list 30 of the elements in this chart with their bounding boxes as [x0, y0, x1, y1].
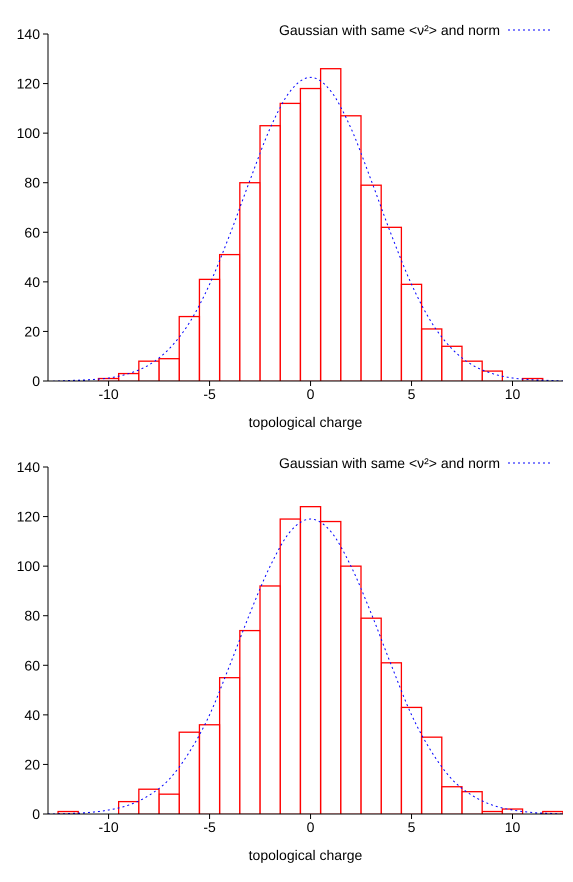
y-tick-label: 60: [24, 224, 40, 240]
x-tick-label: -5: [203, 386, 216, 402]
x-tick-label: -10: [98, 818, 119, 835]
legend-label: Gaussian with same <ν²> and norm: [279, 455, 500, 471]
x-axis-title: topological charge: [248, 414, 363, 430]
y-tick-label: 100: [16, 558, 40, 574]
y-tick-label: 100: [16, 125, 40, 142]
x-tick-label: 0: [306, 386, 315, 402]
y-tick-label: 120: [16, 508, 40, 525]
y-tick-label: 40: [24, 274, 40, 290]
y-tick-label: 0: [32, 806, 40, 822]
y-tick-label: 20: [24, 323, 40, 340]
x-tick-label: 10: [504, 386, 521, 402]
y-tick-label: 140: [16, 458, 40, 475]
x-axis-title: topological charge: [248, 847, 363, 863]
y-tick-label: 80: [24, 608, 40, 624]
y-tick-label: 120: [16, 76, 40, 92]
x-tick-label: 0: [306, 818, 315, 835]
x-tick-label: 5: [408, 818, 416, 835]
y-tick-label: 60: [24, 657, 40, 674]
x-tick-label: 5: [408, 386, 416, 402]
x-tick-label: -10: [98, 386, 119, 402]
y-tick-label: 0: [32, 372, 40, 389]
y-tick-label: 20: [24, 756, 40, 772]
x-tick-label: -5: [203, 818, 216, 835]
x-tick-label: 10: [504, 818, 521, 835]
y-tick-label: 80: [24, 174, 40, 191]
y-tick-label: 140: [16, 26, 40, 42]
y-tick-label: 40: [24, 706, 40, 723]
legend-label: Gaussian with same <ν²> and norm: [279, 22, 500, 38]
